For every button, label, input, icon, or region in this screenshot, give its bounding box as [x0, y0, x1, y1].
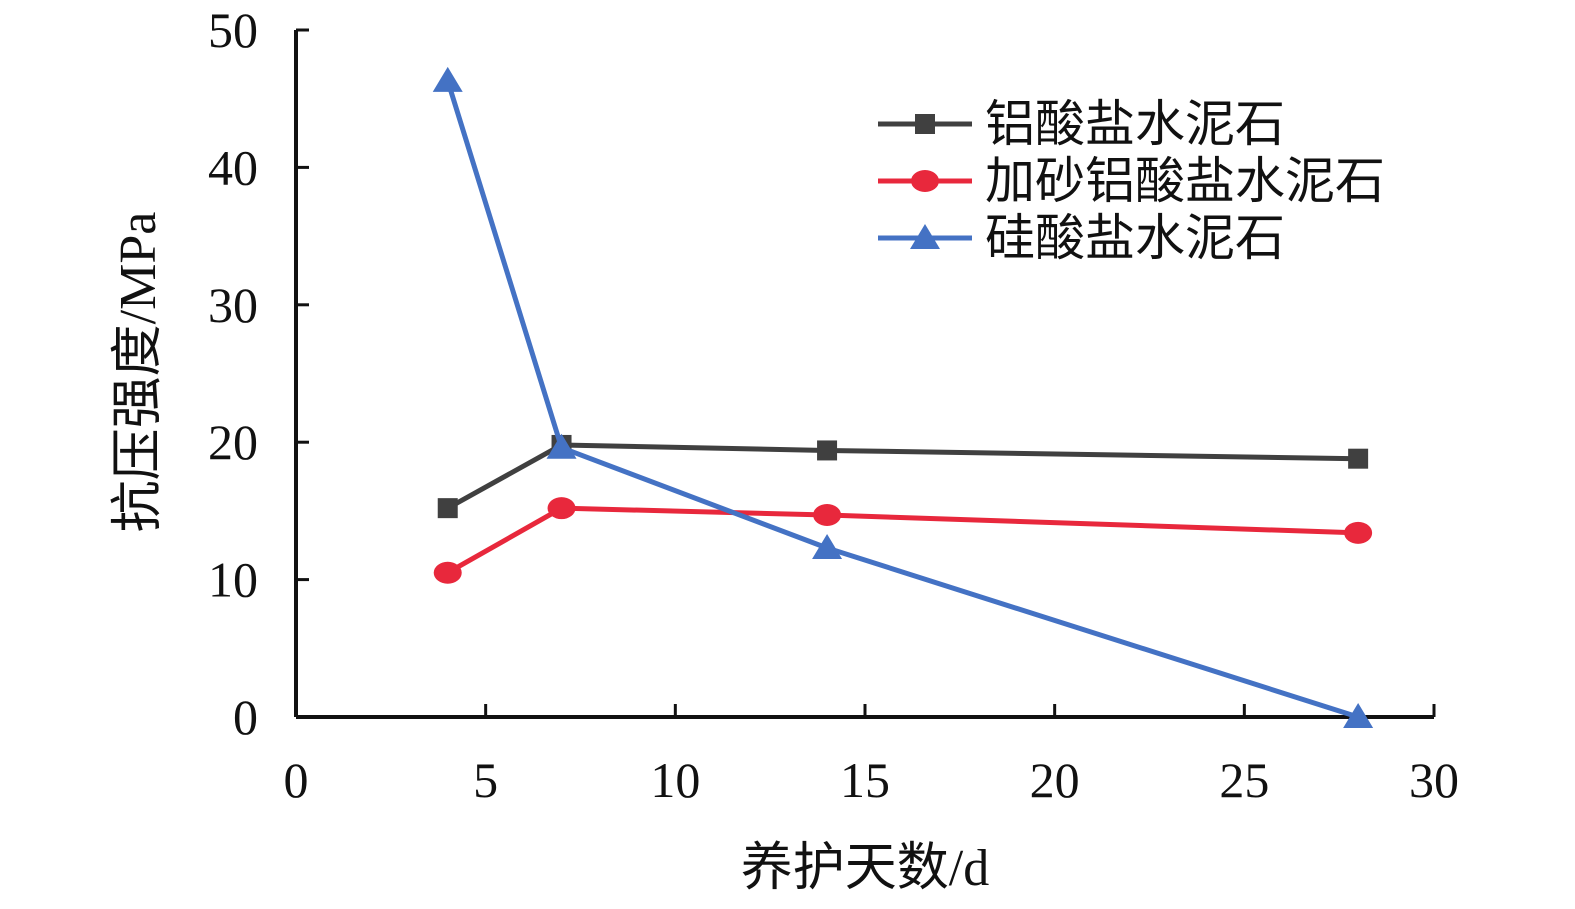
series-line — [445, 80, 1359, 720]
data-point-circle — [813, 504, 842, 527]
y-tick-label: 0 — [233, 689, 258, 745]
legend-item: 硅酸盐水泥石 — [878, 210, 1285, 266]
x-tick-label: 10 — [650, 752, 700, 808]
legend-item: 加砂铝酸盐水泥石 — [878, 153, 1385, 209]
y-tick-label: 50 — [208, 2, 258, 58]
axes: 0 5 10 15 20 25 30 0 10 20 30 40 50 — [208, 2, 1459, 808]
x-tick-label: 20 — [1030, 752, 1080, 808]
legend-marker-circle — [911, 170, 939, 192]
data-point-triangle — [812, 533, 843, 559]
series-line — [446, 442, 1359, 511]
x-tick-label: 30 — [1409, 752, 1459, 808]
data-point-square — [1348, 448, 1369, 469]
data-point-circle — [433, 561, 462, 584]
series-line — [446, 505, 1359, 575]
series-layer — [432, 66, 1374, 728]
legend-item: 铝酸盐水泥石 — [878, 96, 1285, 152]
x-tick-label: 25 — [1219, 752, 1269, 808]
data-point-triangle — [1343, 703, 1374, 728]
x-axis-ticks: 0 5 10 15 20 25 30 — [284, 704, 1459, 808]
data-point-square — [817, 440, 838, 461]
series-square — [437, 434, 1369, 519]
legend-label: 硅酸盐水泥石 — [985, 210, 1285, 266]
y-axis-title: 抗压强度/MPa — [110, 212, 167, 533]
y-tick-label: 30 — [208, 277, 258, 333]
legend-marker-triangle — [910, 224, 940, 249]
legend-label: 加砂铝酸盐水泥石 — [985, 153, 1385, 209]
data-point-square — [437, 498, 458, 519]
series-triangle — [432, 66, 1374, 728]
legend-marker-square — [915, 114, 935, 134]
y-tick-label: 10 — [208, 552, 258, 608]
y-axis-ticks: 0 10 20 30 40 50 — [208, 2, 309, 745]
legend-label: 铝酸盐水泥石 — [985, 96, 1285, 152]
x-tick-label: 0 — [284, 752, 309, 808]
y-tick-label: 40 — [208, 139, 258, 195]
data-point-triangle — [432, 66, 463, 92]
data-point-circle — [1344, 521, 1373, 544]
x-tick-label: 15 — [840, 752, 890, 808]
x-axis-title: 养护天数/d — [741, 840, 989, 897]
y-tick-label: 20 — [208, 414, 258, 470]
x-tick-label: 5 — [473, 752, 498, 808]
series-circle — [433, 497, 1373, 584]
data-point-triangle — [546, 433, 577, 459]
data-point-circle — [547, 497, 576, 520]
